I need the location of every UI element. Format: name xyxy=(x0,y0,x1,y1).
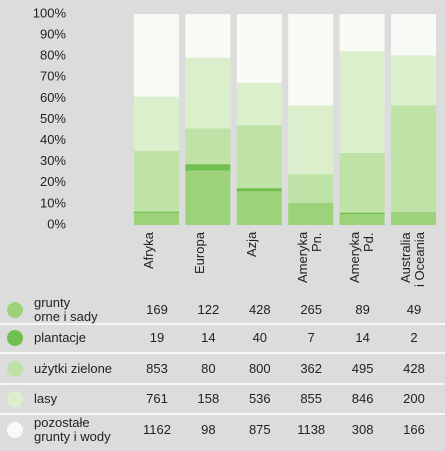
bar-segment xyxy=(391,55,436,106)
table-value: 169 xyxy=(146,302,168,317)
legend-label: plantacje xyxy=(34,330,87,345)
legend-swatch xyxy=(7,361,23,377)
table-value: 761 xyxy=(146,391,168,406)
table-value: 2 xyxy=(410,330,418,345)
x-tick-label: Afryka xyxy=(141,232,156,269)
table-value: 495 xyxy=(351,361,374,376)
table-value: 166 xyxy=(403,422,425,437)
table-value: 89 xyxy=(355,302,370,317)
y-tick-label: 10% xyxy=(40,195,66,210)
bar-segment xyxy=(339,214,385,225)
x-tick-label: Australia i Oceania xyxy=(398,232,427,287)
table-value: 7 xyxy=(307,330,315,345)
table-value: 855 xyxy=(300,391,323,406)
y-tick-label: 60% xyxy=(40,90,66,105)
bar-segment xyxy=(391,105,436,213)
bar-segment xyxy=(288,203,334,204)
legend-label: pozostałe grunty i wody xyxy=(34,415,111,444)
y-tick-label: 80% xyxy=(40,48,66,63)
legend-swatch xyxy=(7,330,23,346)
table-value: 14 xyxy=(201,330,216,345)
table-value: 536 xyxy=(248,391,271,406)
bar-segment xyxy=(339,14,385,52)
bar-segment xyxy=(134,150,179,212)
bar-segment xyxy=(288,203,334,225)
table-value: 308 xyxy=(351,422,374,437)
y-tick-label: 20% xyxy=(40,174,66,189)
legend-label: grunty orne i sady xyxy=(34,295,98,324)
table-value: 40 xyxy=(252,330,268,345)
y-tick-label: 70% xyxy=(40,69,66,84)
table-value: 853 xyxy=(146,361,168,376)
bar-segment xyxy=(134,96,179,151)
table-value: 875 xyxy=(248,422,271,437)
bar-segment xyxy=(339,152,385,213)
y-tick-label: 90% xyxy=(40,27,66,42)
table-value: 846 xyxy=(351,391,374,406)
bar-segment xyxy=(134,14,179,97)
bar-segment xyxy=(134,211,179,213)
bar-segment xyxy=(185,170,231,225)
bar-segment xyxy=(339,51,385,153)
bar-segment xyxy=(236,82,282,126)
x-tick-label: Europa xyxy=(192,232,208,274)
table-value: 98 xyxy=(201,422,216,437)
table-value: 362 xyxy=(300,361,323,376)
y-tick-label: 30% xyxy=(40,153,66,168)
x-tick-label: Ameryka Pd. xyxy=(346,232,376,284)
table-value: 122 xyxy=(197,302,220,317)
bar-segment xyxy=(185,128,231,165)
table-value: 14 xyxy=(355,330,370,345)
bar-segment xyxy=(185,57,231,129)
bar-segment xyxy=(185,164,231,171)
bar-segment xyxy=(236,125,282,189)
bar-segment xyxy=(288,174,334,204)
table-value: 1138 xyxy=(297,422,326,437)
bar-segment xyxy=(288,14,334,106)
x-tick-label: Azja xyxy=(243,232,259,258)
legend-swatch xyxy=(7,302,23,318)
table-value: 800 xyxy=(248,361,271,376)
table-value: 158 xyxy=(197,391,220,406)
bar-segment xyxy=(185,14,231,58)
bar-segment xyxy=(288,105,334,175)
table-value: 428 xyxy=(248,302,271,317)
y-tick-label: 40% xyxy=(40,132,66,147)
table-value: 428 xyxy=(403,361,425,376)
bar-segment xyxy=(391,14,436,56)
table-value: 1162 xyxy=(143,422,171,437)
bar-segment xyxy=(339,212,385,215)
bar-segment xyxy=(236,191,282,225)
y-tick-label: 50% xyxy=(40,111,66,126)
bar-segment xyxy=(391,212,436,225)
x-tick-label: Ameryka Pn. xyxy=(295,232,325,284)
y-tick-label: 100% xyxy=(33,5,67,20)
table-value: 49 xyxy=(406,302,422,317)
bar-segment xyxy=(134,212,179,225)
table-value: 80 xyxy=(201,361,216,376)
table-value: 19 xyxy=(149,330,165,345)
legend-label: lasy xyxy=(34,391,58,406)
legend-label: użytki zielone xyxy=(34,361,113,376)
legend-swatch xyxy=(7,422,23,438)
legend-swatch xyxy=(7,391,23,407)
y-tick-label: 0% xyxy=(47,216,66,231)
table-value: 200 xyxy=(403,391,425,406)
bar-segment xyxy=(236,14,282,83)
table-value: 265 xyxy=(300,302,323,317)
bar-segment xyxy=(236,188,282,192)
